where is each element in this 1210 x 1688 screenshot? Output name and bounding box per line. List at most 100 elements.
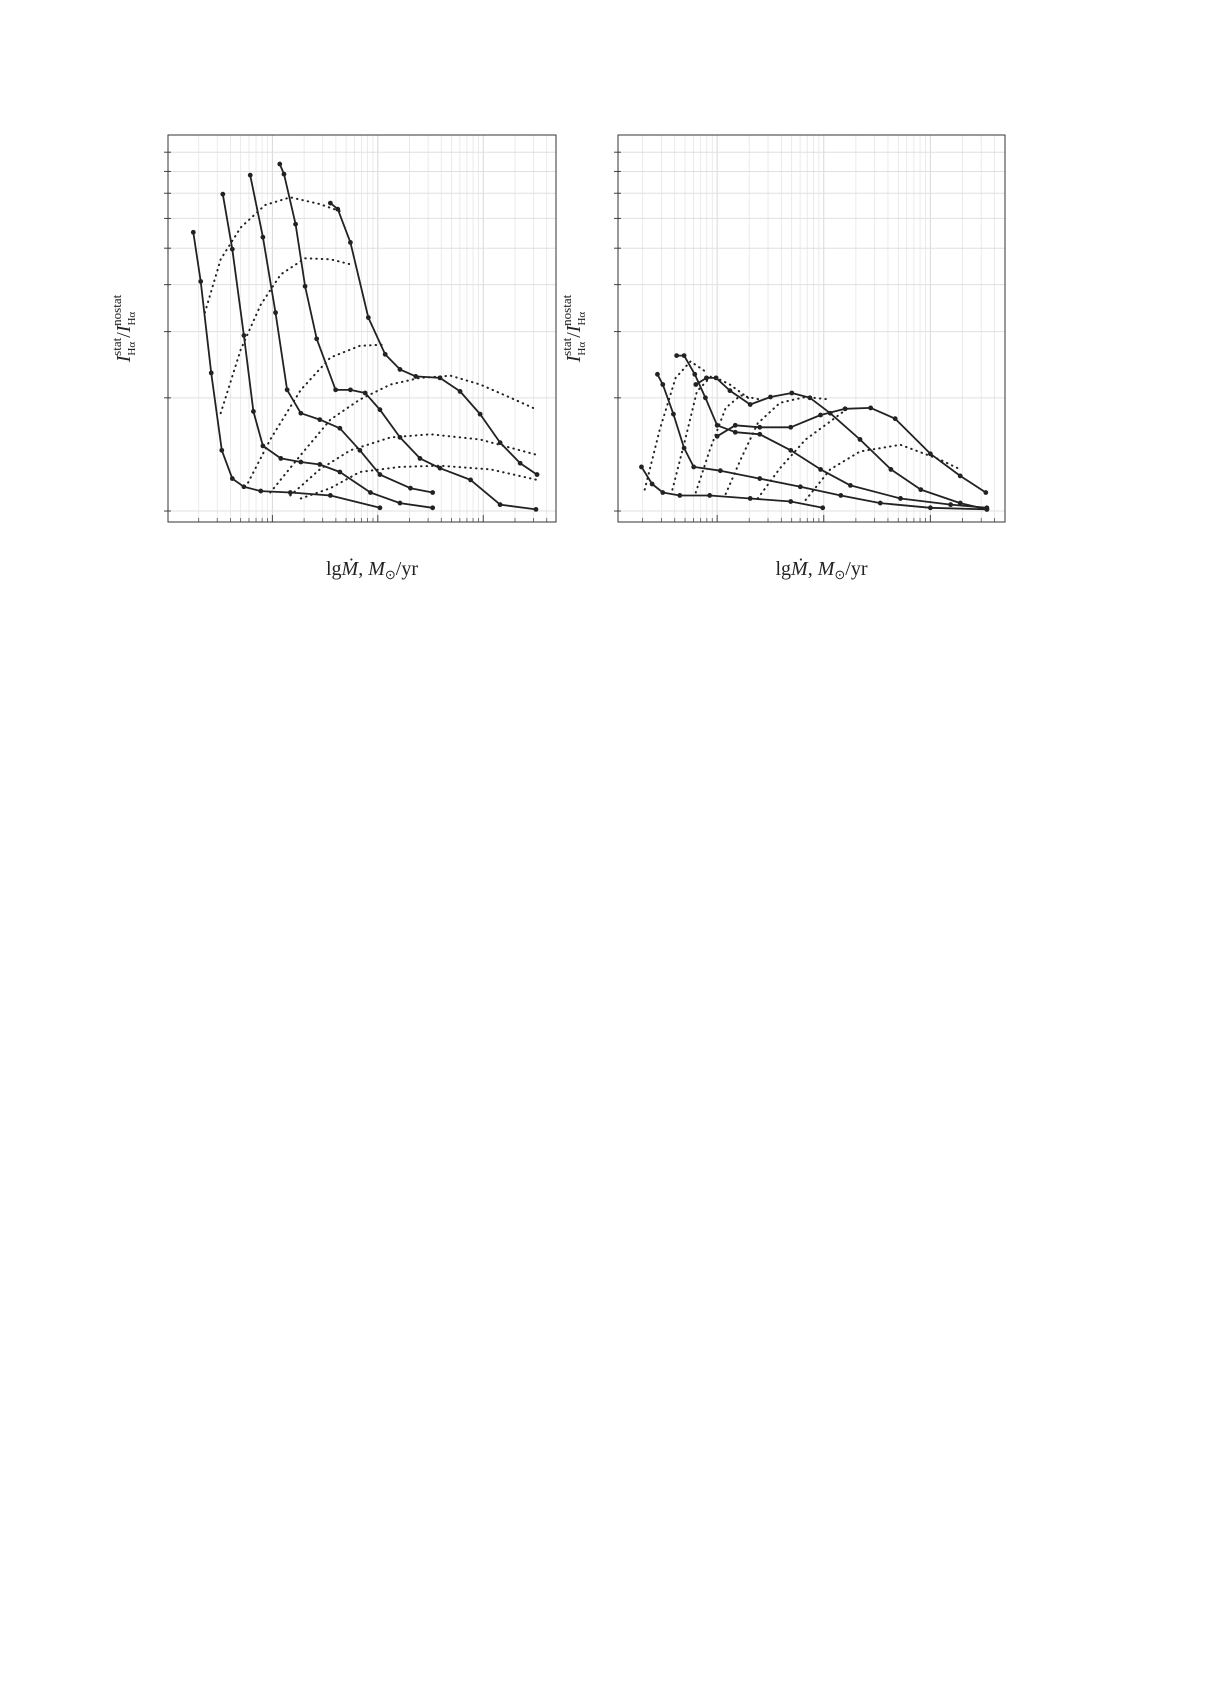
data-point <box>284 387 290 393</box>
data-point <box>368 490 373 495</box>
data-point <box>732 429 738 435</box>
data-point <box>337 425 343 431</box>
data-point <box>357 447 363 453</box>
data-point <box>260 443 266 449</box>
data-point <box>251 409 256 414</box>
data-point <box>333 387 339 393</box>
dotted-curve <box>694 394 761 494</box>
solid-curve <box>656 373 987 511</box>
data-point <box>302 283 308 289</box>
y-label-symbol: I <box>113 354 135 363</box>
x-label-symbol: Ṁ <box>790 557 809 580</box>
y-label-symbol-den: I <box>113 324 135 333</box>
data-point <box>327 200 333 206</box>
data-point <box>417 456 423 461</box>
data-point <box>957 473 963 479</box>
data-point <box>927 505 933 511</box>
data-point <box>377 505 383 511</box>
x-label-sep: , <box>808 558 818 580</box>
dotted-curve <box>724 396 832 495</box>
plot-frame <box>167 134 557 523</box>
dotted-curve <box>671 374 752 491</box>
solid-curve <box>249 175 433 494</box>
solid-curve <box>278 163 537 511</box>
data-point <box>430 490 436 495</box>
data-point <box>229 246 235 252</box>
y-label-sup-den: nostat <box>559 294 574 325</box>
data-point <box>437 465 443 471</box>
data-point <box>693 382 699 387</box>
data-point <box>868 405 874 411</box>
data-point <box>219 447 225 453</box>
y-label-sup: stat <box>109 337 124 355</box>
x-label-unit-sub: ⊙ <box>834 567 845 582</box>
data-point <box>287 490 293 495</box>
y-axis-label: IHαstat/IHαnostat <box>559 294 588 363</box>
data-point <box>747 402 753 407</box>
data-point <box>681 353 687 359</box>
data-point <box>337 469 343 475</box>
data-point <box>948 502 954 508</box>
y-label-sub-den: Hα <box>576 312 588 326</box>
data-point <box>317 462 323 467</box>
data-point <box>377 472 383 477</box>
data-point <box>660 490 666 495</box>
data-point <box>477 411 483 417</box>
data-point <box>397 500 403 506</box>
data-point <box>377 407 383 413</box>
data-point <box>497 440 503 446</box>
x-label-unit-rest: /yr <box>845 558 868 580</box>
data-point <box>757 424 763 430</box>
data-point <box>768 394 773 400</box>
data-point <box>692 371 698 377</box>
solid-curve <box>192 232 381 509</box>
dotted-curve <box>247 343 387 484</box>
data-point <box>533 506 539 512</box>
x-axis-label: lgṀ, M⊙/yr <box>326 557 418 582</box>
data-point <box>348 240 353 245</box>
data-point <box>468 477 473 483</box>
data-point <box>707 493 713 498</box>
data-point <box>704 375 709 381</box>
data-point <box>382 351 388 357</box>
data-point <box>348 387 353 393</box>
data-point <box>818 412 823 418</box>
data-point <box>714 422 720 428</box>
x-label-unit: M <box>367 558 386 580</box>
data-point <box>927 451 933 457</box>
y-label-sub: Hα <box>126 342 138 356</box>
data-point <box>757 476 763 481</box>
y-axis-label: IHαstat/IHαnostat <box>109 294 138 363</box>
data-point <box>277 161 283 167</box>
dotted-curve <box>219 257 352 415</box>
dotted-curve <box>269 374 538 494</box>
dotted-curve <box>643 360 707 491</box>
solid-curve <box>716 407 987 494</box>
data-point <box>208 370 214 376</box>
data-point <box>892 416 898 422</box>
data-point <box>430 505 436 511</box>
data-point <box>314 336 320 342</box>
x-label-unit-rest: /yr <box>396 558 419 580</box>
data-point <box>298 410 304 416</box>
dotted-curve <box>804 443 962 501</box>
data-point <box>898 496 903 501</box>
data-point <box>229 476 235 481</box>
data-point <box>660 382 666 387</box>
x-label-symbol: Ṁ <box>341 557 360 580</box>
data-point <box>273 310 278 316</box>
data-point <box>278 456 284 461</box>
data-point <box>534 472 540 477</box>
data-point <box>747 496 753 501</box>
data-point <box>983 490 989 495</box>
data-point <box>888 467 894 472</box>
y-label-slash: / <box>563 332 585 338</box>
data-point <box>497 502 503 508</box>
data-point <box>258 488 264 494</box>
x-axis-label: lgṀ, M⊙/yr <box>775 557 867 582</box>
y-label-symbol: I <box>563 354 585 363</box>
data-point <box>818 467 823 472</box>
dotted-curve <box>756 406 850 500</box>
